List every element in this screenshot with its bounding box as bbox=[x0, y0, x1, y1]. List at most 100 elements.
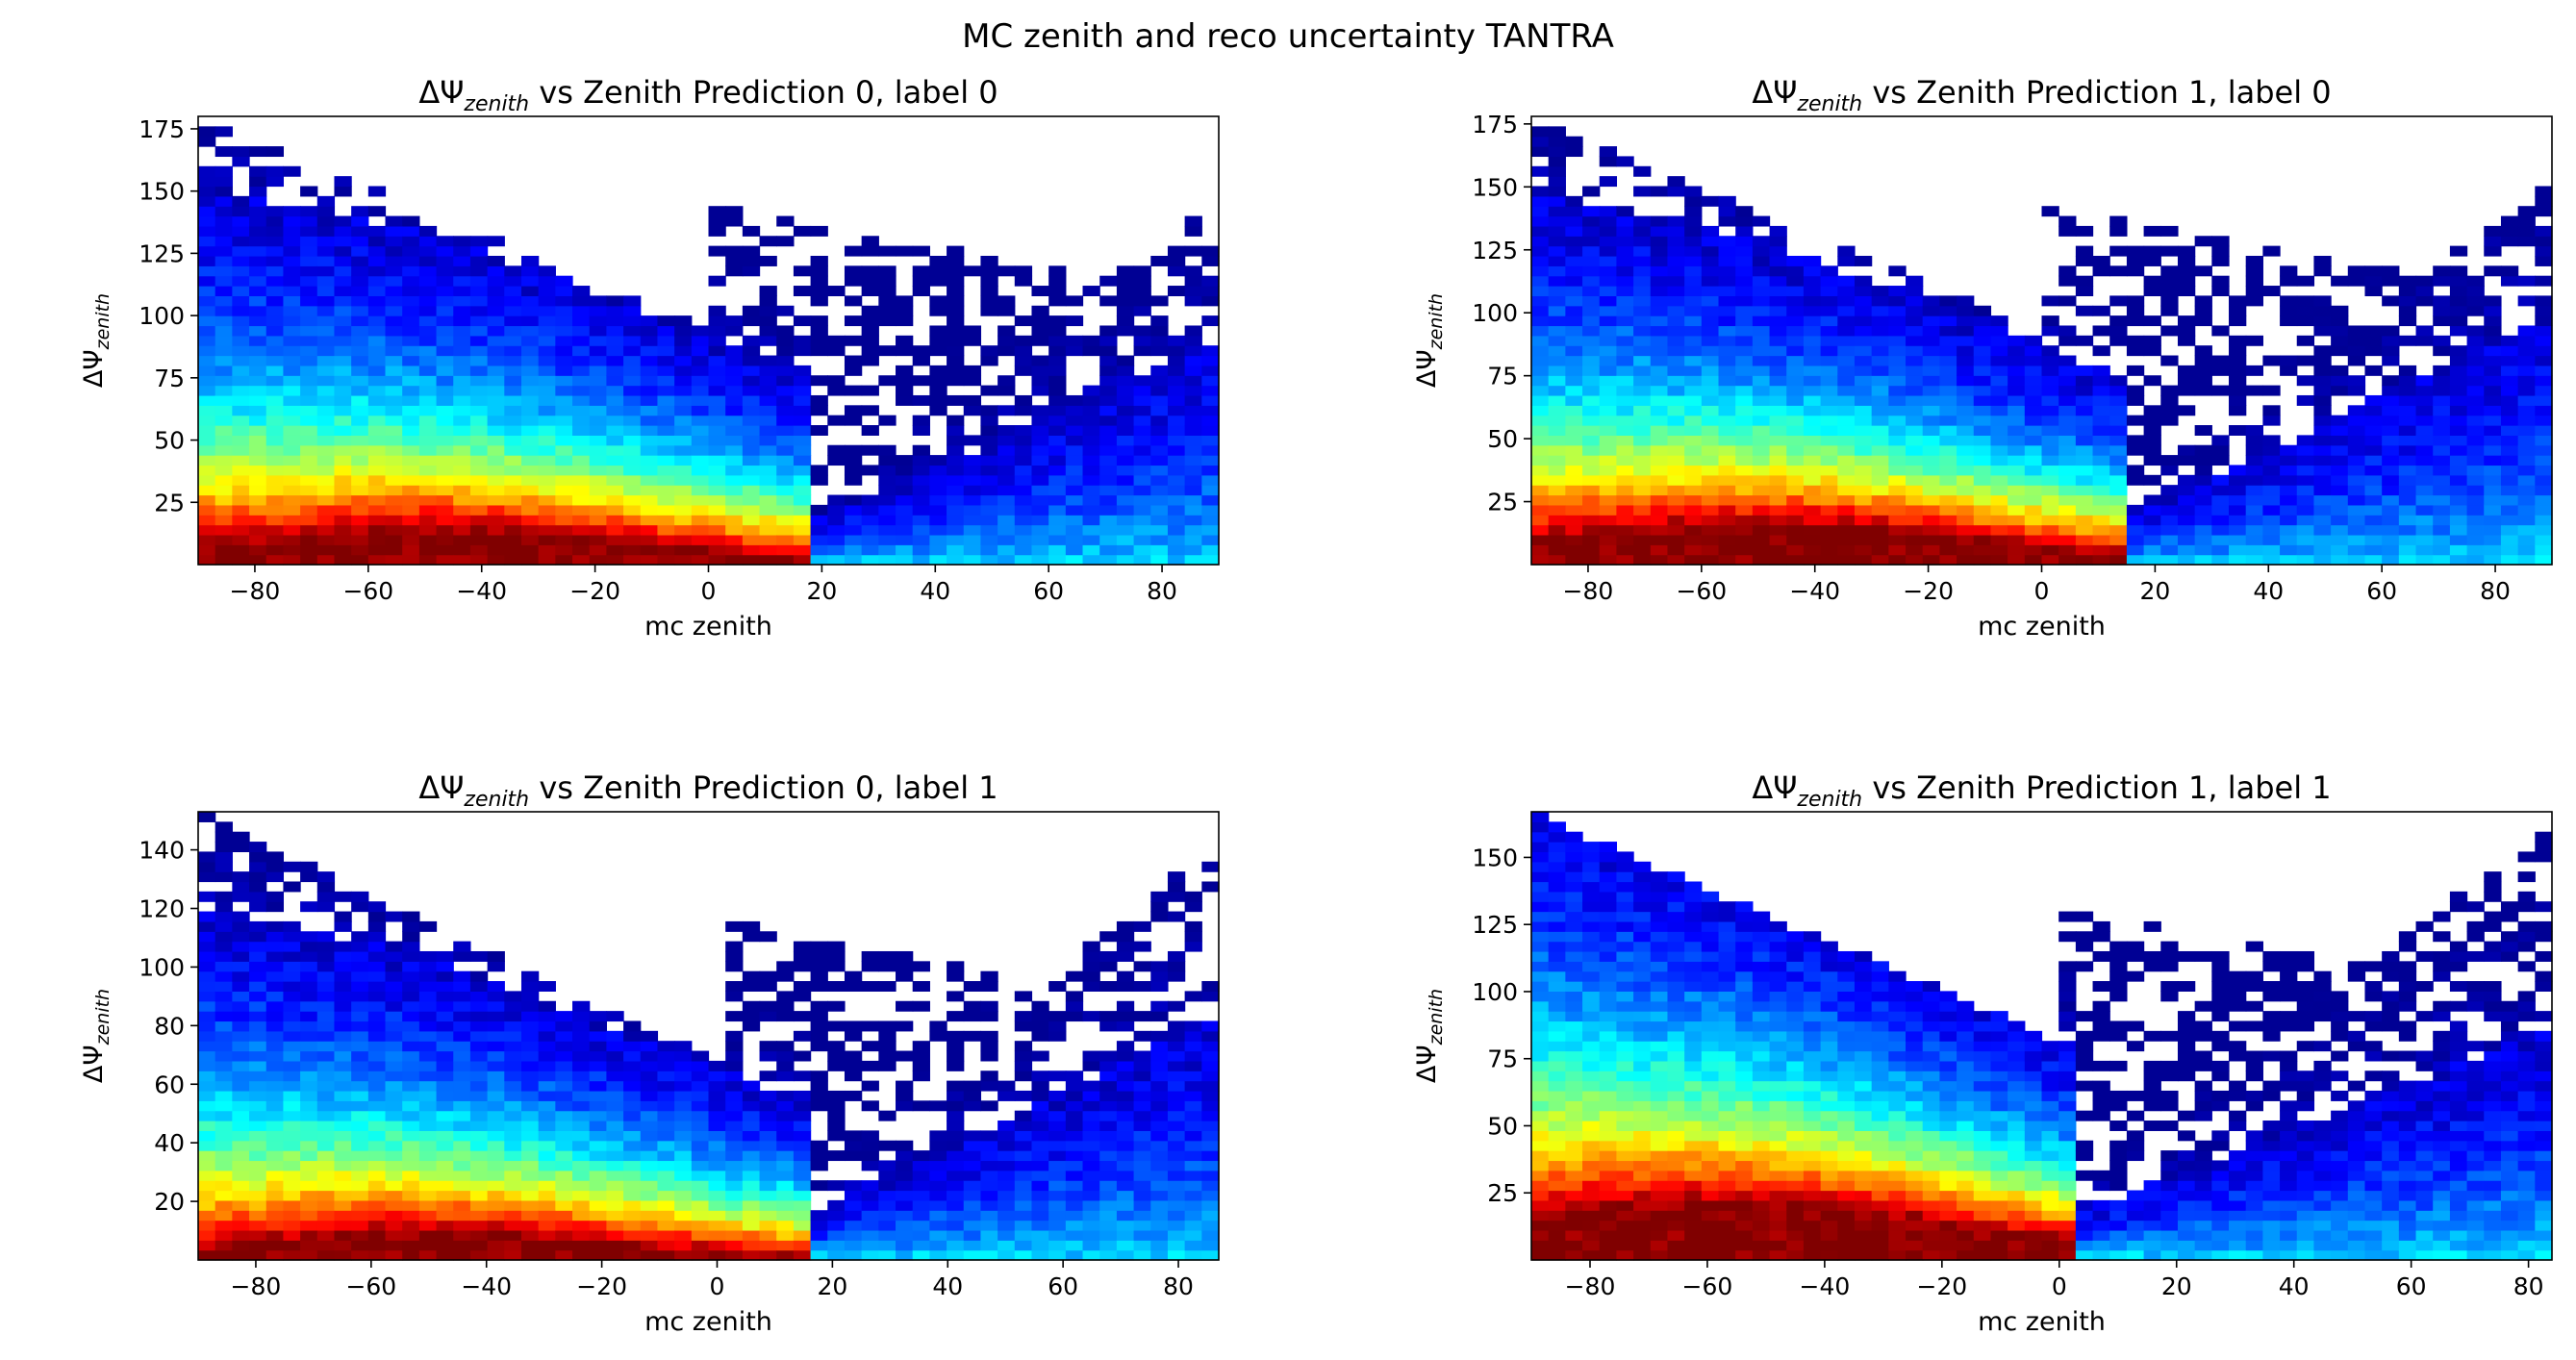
heatmap-cell bbox=[1701, 474, 1720, 486]
heatmap-cell bbox=[1582, 295, 1601, 307]
heatmap-cell bbox=[487, 1030, 505, 1042]
heatmap-cell bbox=[1150, 394, 1169, 406]
heatmap-cell bbox=[2466, 465, 2485, 476]
heatmap-cell bbox=[878, 534, 897, 545]
heatmap-cell bbox=[1531, 515, 1550, 526]
heatmap-cell bbox=[2415, 394, 2434, 406]
heatmap-cell bbox=[674, 325, 693, 337]
heatmap-cell bbox=[1769, 225, 1787, 237]
heatmap-cell bbox=[1565, 225, 1583, 237]
heatmap-cell bbox=[793, 1070, 812, 1082]
heatmap-cell bbox=[2433, 435, 2451, 446]
heatmap-cell bbox=[232, 1110, 250, 1121]
heatmap-cell bbox=[334, 494, 352, 506]
heatmap-cell bbox=[623, 1220, 642, 1231]
heatmap-cell bbox=[1752, 325, 1771, 337]
heatmap-cell bbox=[265, 950, 285, 962]
heatmap-cell bbox=[385, 265, 403, 277]
heatmap-cell bbox=[589, 1050, 607, 1062]
heatmap-cell bbox=[1082, 504, 1100, 516]
heatmap-cell bbox=[249, 554, 267, 566]
heatmap-cell bbox=[300, 444, 318, 456]
heatmap-cell bbox=[2229, 345, 2247, 357]
heatmap-cell bbox=[742, 225, 761, 237]
heatmap-cell bbox=[640, 1080, 659, 1092]
heatmap-cell bbox=[283, 1030, 301, 1042]
heatmap-cell bbox=[725, 385, 744, 396]
heatmap-cell bbox=[674, 544, 693, 556]
heatmap-cell bbox=[1565, 415, 1583, 426]
heatmap-cell bbox=[589, 554, 607, 566]
heatmap-cell bbox=[1752, 554, 1771, 566]
heatmap-cell bbox=[589, 1160, 607, 1171]
heatmap-cell bbox=[283, 455, 301, 466]
heatmap-cell bbox=[674, 494, 693, 506]
heatmap-cell bbox=[980, 1170, 998, 1181]
heatmap-cell bbox=[351, 286, 369, 296]
y-tick-label: 175 bbox=[1472, 111, 1518, 139]
heatmap-cell bbox=[1957, 415, 1975, 426]
heatmap-cell bbox=[572, 1000, 591, 1012]
heatmap-cell bbox=[1616, 215, 1634, 227]
heatmap-cell bbox=[249, 891, 267, 902]
heatmap-cell bbox=[555, 355, 573, 366]
heatmap-cell bbox=[2347, 435, 2366, 446]
heatmap-cell bbox=[1201, 474, 1220, 486]
heatmap-cell bbox=[198, 355, 216, 366]
heatmap-cell bbox=[776, 1070, 795, 1082]
heatmap-cell bbox=[2280, 265, 2298, 277]
heatmap-cell bbox=[2177, 534, 2196, 545]
heatmap-cell bbox=[555, 1150, 573, 1162]
heatmap-cell bbox=[2415, 335, 2434, 346]
heatmap-cell bbox=[453, 465, 471, 476]
heatmap-cell bbox=[912, 544, 930, 556]
heatmap-cell bbox=[589, 315, 607, 327]
heatmap-cell bbox=[1599, 275, 1618, 287]
heatmap-cell bbox=[538, 524, 556, 536]
heatmap-cell bbox=[2075, 435, 2094, 446]
heatmap-cell bbox=[436, 255, 454, 266]
heatmap-cell bbox=[2109, 435, 2128, 446]
heatmap-cell bbox=[215, 465, 233, 476]
heatmap-cell bbox=[810, 1160, 828, 1171]
heatmap-cell bbox=[2211, 435, 2230, 446]
subplot-title: ΔΨzenith vs Zenith Prediction 0, label 0 bbox=[418, 74, 998, 116]
heatmap-cell bbox=[334, 1220, 352, 1231]
heatmap-cell bbox=[334, 1020, 352, 1032]
heatmap-cell bbox=[1565, 544, 1583, 556]
heatmap-cell bbox=[912, 286, 930, 296]
heatmap-cell bbox=[1769, 544, 1787, 556]
heatmap-cell bbox=[1888, 405, 1907, 416]
heatmap-cell bbox=[947, 485, 965, 496]
heatmap-cell bbox=[232, 1150, 250, 1162]
heatmap-cell bbox=[215, 1229, 233, 1241]
heatmap-cell bbox=[1116, 544, 1135, 556]
heatmap-cell bbox=[606, 415, 624, 426]
heatmap-cell bbox=[827, 1050, 846, 1062]
heatmap-cell bbox=[504, 1160, 522, 1171]
heatmap-cell bbox=[776, 1000, 795, 1012]
heatmap-cell bbox=[1684, 485, 1703, 496]
heatmap-cell bbox=[1667, 305, 1685, 316]
heatmap-cell bbox=[1099, 494, 1118, 506]
heatmap-cell bbox=[2466, 415, 2485, 426]
heatmap-cell bbox=[844, 355, 863, 366]
heatmap-cell bbox=[367, 1070, 387, 1082]
heatmap-cell bbox=[2484, 485, 2502, 496]
heatmap-cell bbox=[963, 1180, 982, 1192]
heatmap-cell bbox=[469, 1020, 489, 1032]
heatmap-cell bbox=[367, 515, 387, 526]
heatmap-cell bbox=[334, 1240, 352, 1251]
heatmap-cell bbox=[742, 1130, 761, 1142]
heatmap-cell bbox=[232, 1240, 250, 1251]
heatmap-cell bbox=[1752, 295, 1771, 307]
heatmap-cell bbox=[742, 1140, 761, 1151]
heatmap-cell bbox=[861, 534, 879, 545]
heatmap-cell bbox=[1667, 365, 1685, 376]
heatmap-cell bbox=[1871, 444, 1889, 456]
heatmap-cell bbox=[232, 485, 250, 496]
heatmap-cell bbox=[2500, 554, 2519, 566]
heatmap-cell bbox=[1752, 375, 1771, 387]
heatmap-cell bbox=[1803, 335, 1822, 346]
heatmap-cell bbox=[861, 950, 879, 962]
